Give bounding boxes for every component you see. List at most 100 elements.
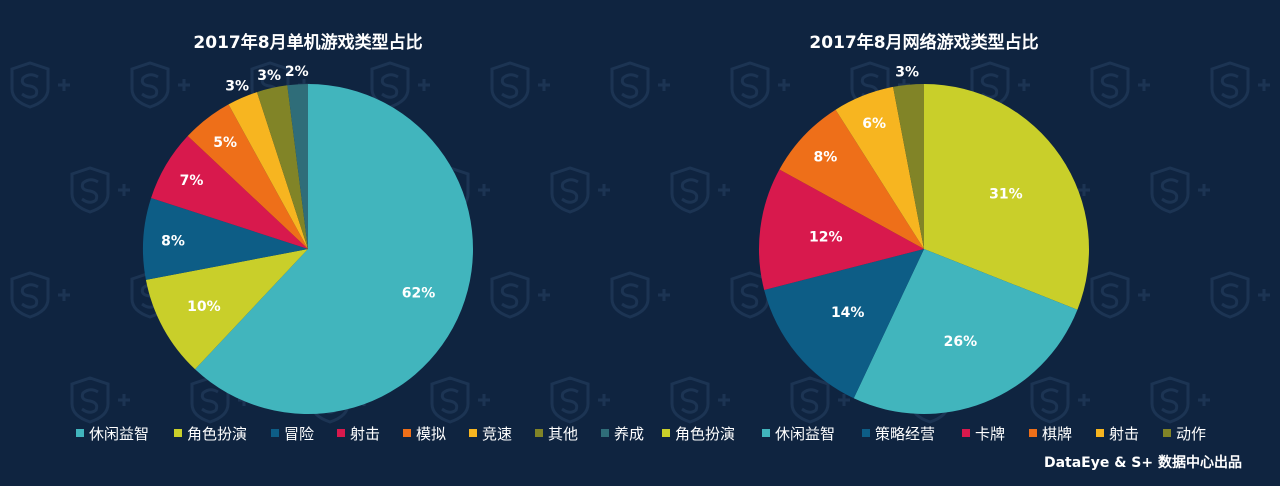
legend-label: 射击 xyxy=(350,425,380,443)
pie-slice xyxy=(835,86,924,249)
legend-item: 休闲益智 xyxy=(762,425,835,443)
chart-title: 2017年8月单机游戏类型占比 xyxy=(193,32,422,53)
watermark-logo xyxy=(1210,271,1270,319)
pie-slice xyxy=(151,136,308,249)
legend-swatch xyxy=(337,429,345,437)
watermark-logo xyxy=(1030,376,1090,424)
legend-item: 射击 xyxy=(337,425,380,443)
pie-data-label: 31% xyxy=(989,186,1023,202)
legend-item: 棋牌 xyxy=(1029,425,1072,443)
legend-label: 卡牌 xyxy=(975,425,1005,443)
legend-item: 角色扮演 xyxy=(174,425,247,443)
legend-swatch xyxy=(469,429,477,437)
pie-data-label: 12% xyxy=(809,230,843,246)
legend-item: 养成 xyxy=(601,425,644,443)
pie-data-label: 8% xyxy=(814,149,838,165)
legend-swatch xyxy=(962,429,970,437)
pie-slices xyxy=(758,83,1089,415)
watermark-logo xyxy=(730,61,790,109)
legend-label: 策略经营 xyxy=(875,425,935,443)
legend-swatch xyxy=(535,429,543,437)
legend-label: 动作 xyxy=(1176,425,1206,443)
legend-item: 休闲益智 xyxy=(76,425,149,443)
pie-data-label: 10% xyxy=(187,299,221,315)
pie-data-label: 2% xyxy=(285,64,309,80)
chart-title: 2017年8月网络游戏类型占比 xyxy=(809,32,1038,53)
watermark-logo xyxy=(430,376,490,424)
pie-labels: 31% 26% 14% 12% 8% 6% 3% xyxy=(809,65,1023,350)
watermark-logo xyxy=(370,61,430,109)
legend-label: 其他 xyxy=(548,425,578,443)
watermark-logo xyxy=(670,166,730,214)
pie-slice xyxy=(142,198,308,280)
pie-data-label: 3% xyxy=(895,65,919,81)
pie-slice xyxy=(228,92,308,249)
legend-swatch xyxy=(862,429,870,437)
legend-item: 竞速 xyxy=(469,425,512,443)
watermark-logo xyxy=(70,166,130,214)
pie-data-label: 26% xyxy=(944,334,978,350)
pie-data-label: 6% xyxy=(862,116,886,132)
legend-label: 角色扮演 xyxy=(675,425,735,443)
pie-chart-online: 2017年8月网络游戏类型占比 31% 26% 14% 12% 8% 6% 3% 角色扮演 休… xyxy=(662,32,1206,443)
pie-chart-single-player: 2017年8月单机游戏类型占比 62%10%8%7%5%3%3% 2% 休闲益智角… xyxy=(76,32,644,443)
pie-data-label: 5% xyxy=(213,135,237,151)
legend-item: 动作 xyxy=(1163,425,1206,443)
pie-slice xyxy=(924,84,1089,310)
legend-item: 角色扮演 xyxy=(662,425,735,443)
pie-slice xyxy=(187,104,308,249)
pie-data-label: 7% xyxy=(180,173,204,189)
watermark-logo xyxy=(70,376,130,424)
legend-item: 冒险 xyxy=(271,425,314,443)
legend-label: 角色扮演 xyxy=(187,425,247,443)
pie-data-label: 8% xyxy=(161,234,185,250)
pie-slice xyxy=(195,84,474,414)
watermark-logo xyxy=(610,61,670,109)
footer-credit: DataEye & S+ 数据中心出品 xyxy=(1044,454,1242,471)
watermark-logo xyxy=(10,271,70,319)
pie-data-label: 3% xyxy=(257,68,281,84)
watermark-logo xyxy=(670,376,730,424)
legend-label: 冒险 xyxy=(284,425,314,443)
watermark-logo xyxy=(550,166,610,214)
legend-label: 休闲益智 xyxy=(775,425,835,443)
legend-item: 射击 xyxy=(1096,425,1139,443)
pie-slice xyxy=(893,83,924,249)
pie-data-label: 62% xyxy=(402,286,436,302)
pie-data-label: 3% xyxy=(225,79,249,95)
legend-label: 射击 xyxy=(1109,425,1139,443)
legend: 休闲益智 角色扮演 冒险 射击 模拟 竞速 其他 养成 xyxy=(76,425,644,443)
pie-slice xyxy=(779,109,924,249)
pie-slice xyxy=(764,249,924,399)
legend-swatch xyxy=(662,429,670,437)
legend-swatch xyxy=(403,429,411,437)
legend-swatch xyxy=(271,429,279,437)
watermark-logo xyxy=(1090,61,1150,109)
legend-swatch xyxy=(1163,429,1171,437)
legend-item: 卡牌 xyxy=(962,425,1005,443)
legend-label: 棋牌 xyxy=(1042,425,1072,443)
legend-swatch xyxy=(174,429,182,437)
legend-label: 养成 xyxy=(614,425,644,443)
legend: 角色扮演 休闲益智 策略经营 卡牌 棋牌 射击 动作 xyxy=(662,425,1206,443)
pie-slice xyxy=(853,249,1078,415)
watermark-logo xyxy=(490,271,550,319)
legend-label: 休闲益智 xyxy=(89,425,149,443)
legend-item: 模拟 xyxy=(403,425,446,443)
pie-slice xyxy=(145,249,308,370)
watermark-logo xyxy=(550,376,610,424)
pie-slice xyxy=(257,85,308,249)
watermark-logo xyxy=(610,271,670,319)
watermark-logo xyxy=(1210,61,1270,109)
legend-item: 其他 xyxy=(535,425,578,443)
watermark-logo xyxy=(1150,376,1210,424)
legend-swatch xyxy=(601,429,609,437)
pie-slice xyxy=(758,169,924,291)
pie-slice xyxy=(287,84,308,249)
watermark-logo xyxy=(1150,166,1210,214)
legend-label: 模拟 xyxy=(416,425,446,443)
pie-labels: 62%10%8%7%5%3%3% 2% xyxy=(161,64,435,315)
watermark-logo xyxy=(790,376,850,424)
watermark-logo xyxy=(1090,271,1150,319)
